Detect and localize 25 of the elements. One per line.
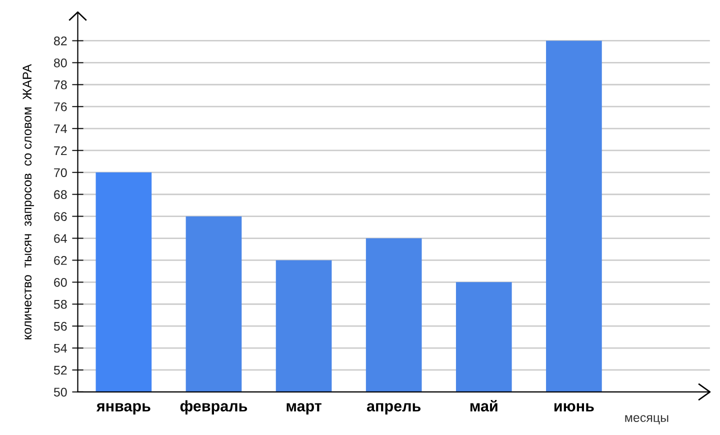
y-tick-label: 54: [54, 344, 67, 353]
y-tick-label: 52: [54, 366, 67, 375]
y-tick-label: 64: [54, 234, 67, 243]
y-tick-label: 68: [54, 190, 67, 200]
x-tick-label: март: [286, 403, 322, 415]
x-axis-title: месяцы: [625, 415, 668, 424]
y-tick-label: 60: [54, 278, 67, 287]
x-tick-label: февраль: [180, 400, 248, 415]
x-tick-label: июнь: [554, 403, 594, 412]
y-tick-label: 50: [54, 388, 67, 397]
y-tick-label: 76: [54, 102, 67, 112]
y-axis-title: количество тысяч запросов со словом ЖАРА: [22, 64, 34, 340]
x-tick-label: январь: [96, 403, 150, 415]
y-tick-label: 70: [54, 168, 67, 178]
y-tick-label: 66: [54, 212, 67, 221]
y-tick-label: 80: [54, 58, 67, 68]
y-tick-label: 78: [54, 80, 67, 90]
y-tick-label: 58: [54, 300, 67, 309]
y-tick-label: 82: [54, 36, 67, 46]
y-tick-label: 74: [54, 124, 67, 134]
x-tick-label: апрель: [366, 403, 421, 415]
y-tick-label: 56: [54, 322, 67, 331]
x-tick-label: май: [470, 400, 498, 412]
y-tick-label: 72: [54, 146, 67, 155]
y-tick-label: 62: [54, 256, 67, 265]
